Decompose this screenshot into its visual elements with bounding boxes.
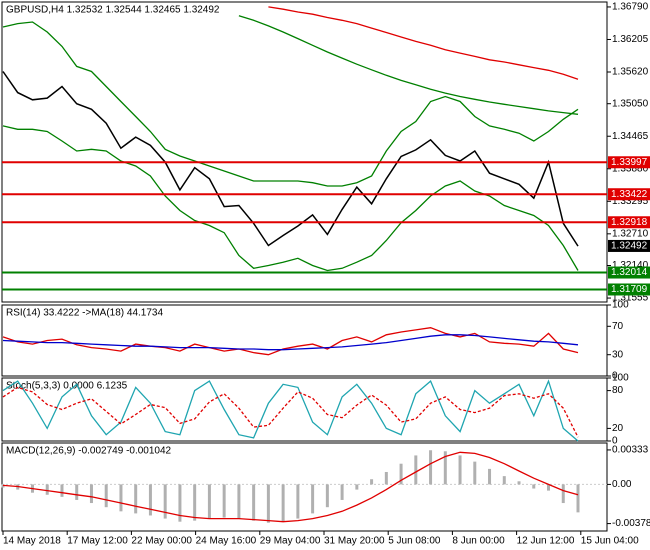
- histogram-bar: [296, 484, 300, 519]
- histogram-bar: [193, 484, 197, 521]
- series-line: [2, 327, 579, 356]
- histogram-bar: [517, 481, 521, 485]
- y-tick-label: 80: [612, 385, 624, 396]
- y-tick-label: 1.33295: [612, 196, 649, 207]
- histogram-bar: [443, 451, 447, 485]
- last-price-label: 1.32492: [611, 241, 648, 252]
- y-tick-label: 1.36790: [612, 2, 649, 13]
- histogram-bar: [458, 455, 462, 485]
- y-tick-label: -0.003784: [612, 518, 650, 529]
- y-tick-label: 30: [612, 349, 624, 360]
- histogram-bar: [89, 484, 93, 504]
- histogram-bar: [532, 484, 536, 489]
- y-tick-label: 0.00333: [612, 445, 649, 456]
- histogram-bar: [119, 484, 123, 512]
- y-tick-label: 0: [612, 436, 618, 447]
- level-tag: [608, 156, 650, 169]
- last-price-tag: [608, 239, 650, 252]
- histogram-bar: [488, 468, 492, 485]
- y-tick-label: 70: [612, 321, 624, 332]
- x-tick-label: 22 May 00:00: [131, 536, 192, 547]
- histogram-bar: [45, 484, 49, 495]
- y-tick-label: 0: [612, 371, 618, 382]
- y-tick-label: 100: [612, 373, 629, 384]
- x-tick-label: 15 Jun 04:00: [581, 536, 639, 547]
- histogram-bar: [311, 484, 315, 514]
- panel-frame: [1, 377, 608, 442]
- x-tick-label: 29 May 04:00: [260, 536, 321, 547]
- series-line: [2, 21, 579, 187]
- y-tick-label: 1.32710: [612, 228, 649, 239]
- level-tag: [608, 266, 650, 279]
- y-tick-label: 20: [612, 423, 624, 434]
- level-label: 1.33997: [611, 157, 648, 168]
- y-tick-label: 1.35620: [612, 67, 649, 78]
- histogram-bar: [370, 479, 374, 485]
- y-tick-label: 100: [612, 300, 629, 311]
- histogram-bar: [547, 484, 551, 491]
- x-tick-label: 17 May 12:00: [67, 536, 128, 547]
- histogram-bar: [414, 455, 418, 485]
- x-tick-label: 12 Jun 12:00: [517, 536, 575, 547]
- histogram-bar: [163, 484, 167, 519]
- y-tick-label: 1.36205: [612, 34, 649, 45]
- series-line: [2, 334, 579, 351]
- level-label: 1.32014: [611, 267, 648, 278]
- histogram-bar: [576, 484, 580, 513]
- level-tag: [608, 283, 650, 296]
- level-label: 1.31709: [611, 284, 648, 295]
- histogram-bar: [237, 484, 241, 519]
- histogram-bar: [340, 484, 344, 500]
- histogram-bar: [561, 484, 565, 504]
- series-line: [2, 71, 579, 247]
- y-tick-label: 1.34465: [612, 131, 649, 142]
- histogram-bar: [75, 484, 79, 500]
- level-tag: [608, 188, 650, 201]
- series-line: [2, 451, 579, 523]
- histogram-bar: [473, 461, 477, 485]
- histogram-bar: [355, 484, 359, 490]
- panel-title: GBPUSD,H4 1.32532 1.32544 1.32465 1.3249…: [6, 5, 220, 16]
- histogram-bar: [384, 471, 388, 485]
- series-line: [2, 125, 579, 272]
- panel-title: MACD(12,26,9) -0.002749 -0.001042: [6, 446, 172, 457]
- level-tag: [608, 216, 650, 229]
- histogram-bar: [325, 484, 329, 508]
- y-tick-label: 0.00: [612, 479, 632, 490]
- y-tick-label: 1.33880: [612, 163, 649, 174]
- histogram-bar: [134, 484, 138, 514]
- series-line: [2, 379, 579, 442]
- x-tick-label: 31 May 20:00: [324, 536, 385, 547]
- histogram-bar: [429, 450, 433, 485]
- histogram-bar: [104, 484, 108, 508]
- panel-title: RSI(14) 33.4222 ->MA(18) 44.1734: [6, 308, 163, 319]
- histogram-bar: [178, 484, 182, 522]
- series-line: [2, 386, 579, 438]
- panel-frame: [1, 304, 608, 377]
- level-label: 1.33422: [611, 189, 648, 200]
- histogram-bar: [252, 484, 256, 521]
- histogram-bar: [399, 463, 403, 485]
- panel-frame: [1, 1, 608, 303]
- series-line: [268, 6, 579, 80]
- histogram-bar: [266, 484, 270, 523]
- y-tick-label: 1.32140: [612, 260, 649, 271]
- level-label: 1.32918: [611, 217, 648, 228]
- panel-title: Stoch(5,3,3) 0.0000 6.1235: [6, 381, 128, 392]
- series-line: [238, 15, 579, 115]
- y-tick-label: 1.31555: [612, 293, 649, 304]
- histogram-bar: [60, 484, 64, 497]
- histogram-bar: [222, 484, 226, 518]
- histogram-bar: [148, 484, 152, 516]
- histogram-bar: [207, 484, 211, 519]
- x-tick-label: 24 May 16:00: [196, 536, 257, 547]
- x-tick-label: 14 May 2018: [3, 536, 61, 547]
- x-tick-label: 5 Jun 08:00: [388, 536, 441, 547]
- histogram-bar: [281, 484, 285, 522]
- y-tick-label: 1.35050: [612, 98, 649, 109]
- x-tick-label: 8 Jun 00:00: [452, 536, 505, 547]
- histogram-bar: [502, 476, 506, 485]
